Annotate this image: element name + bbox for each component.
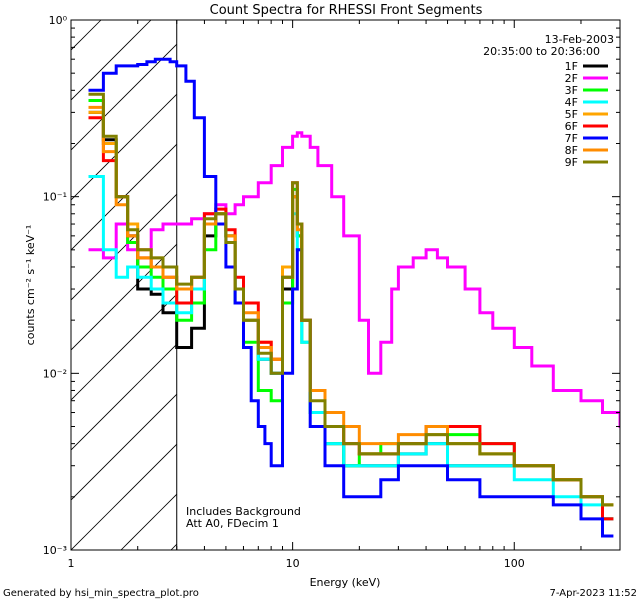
hatch-line: [71, 193, 177, 301]
hatch-line: [571, 20, 640, 550]
series-5f-line: [88, 110, 614, 507]
legend-label-8f: 8F: [565, 144, 578, 157]
legend-label-1f: 1F: [565, 60, 578, 73]
legend-label-3f: 3F: [565, 84, 578, 97]
hatch-line: [71, 293, 177, 401]
x-tick-label: 10: [286, 557, 300, 570]
series-1f-line: [88, 110, 614, 521]
date-label: 13-Feb-2003: [545, 33, 614, 46]
time-range-label: 20:35:00 to 20:36:00: [483, 45, 600, 58]
legend-label-4f: 4F: [565, 96, 578, 109]
series-2f-line: [88, 131, 620, 428]
footer-timestamp: 7-Apr-2023 11:52: [550, 588, 637, 599]
hatch-line: [71, 20, 152, 101]
hatch-line: [271, 20, 640, 550]
legend-label-6f: 6F: [565, 120, 578, 133]
series-4f-line: [88, 175, 614, 521]
y-tick-label: 10⁻²: [43, 367, 67, 380]
hatch-line: [71, 43, 177, 151]
series-6f-line: [88, 116, 614, 521]
x-tick-label: 100: [504, 557, 525, 570]
hatch-line: [371, 20, 640, 550]
series-9f-line: [88, 92, 614, 507]
chart-title: Count Spectra for RHESSI Front Segments: [210, 3, 483, 18]
legend-label-7f: 7F: [565, 132, 578, 145]
series-layer: [88, 57, 620, 538]
legend-label-9f: 9F: [565, 156, 578, 169]
hatch-line: [471, 20, 640, 550]
hatch-line: [120, 493, 177, 550]
hatch-line: [71, 393, 177, 501]
legend-label-2f: 2F: [565, 72, 578, 85]
hatch-line: [421, 20, 640, 550]
annotation-attenuator: Att A0, FDecim 1: [186, 517, 279, 530]
hatch-line: [521, 20, 640, 550]
hatch-line: [621, 20, 640, 550]
y-tick-label: 10⁻³: [43, 544, 67, 557]
y-tick-label: 10⁰: [49, 14, 68, 27]
x-tick-label: 1: [68, 557, 75, 570]
hatch-line: [321, 20, 640, 550]
y-tick-label: 10⁻¹: [43, 191, 67, 204]
plot-frame: [70, 19, 621, 551]
series-7f-line: [88, 57, 614, 538]
x-axis-label: Energy (keV): [310, 576, 381, 589]
hatch-line: [71, 343, 177, 451]
hatch-line: [71, 443, 177, 550]
y-axis-label: counts cm⁻² s⁻¹ keV⁻¹: [24, 225, 37, 346]
annotation-background: Includes Background: [186, 505, 301, 518]
hatch-line: [71, 93, 177, 201]
hatch-line: [71, 243, 177, 351]
axes: 1 10 100 10⁻³ 10⁻² 10⁻¹ 10⁰: [43, 14, 621, 570]
footer-generated-by: Generated by hsi_min_spectra_plot.pro: [3, 588, 199, 599]
series-3f-line: [88, 99, 614, 521]
legend-label-5f: 5F: [565, 108, 578, 121]
series-8f-line: [88, 105, 614, 507]
